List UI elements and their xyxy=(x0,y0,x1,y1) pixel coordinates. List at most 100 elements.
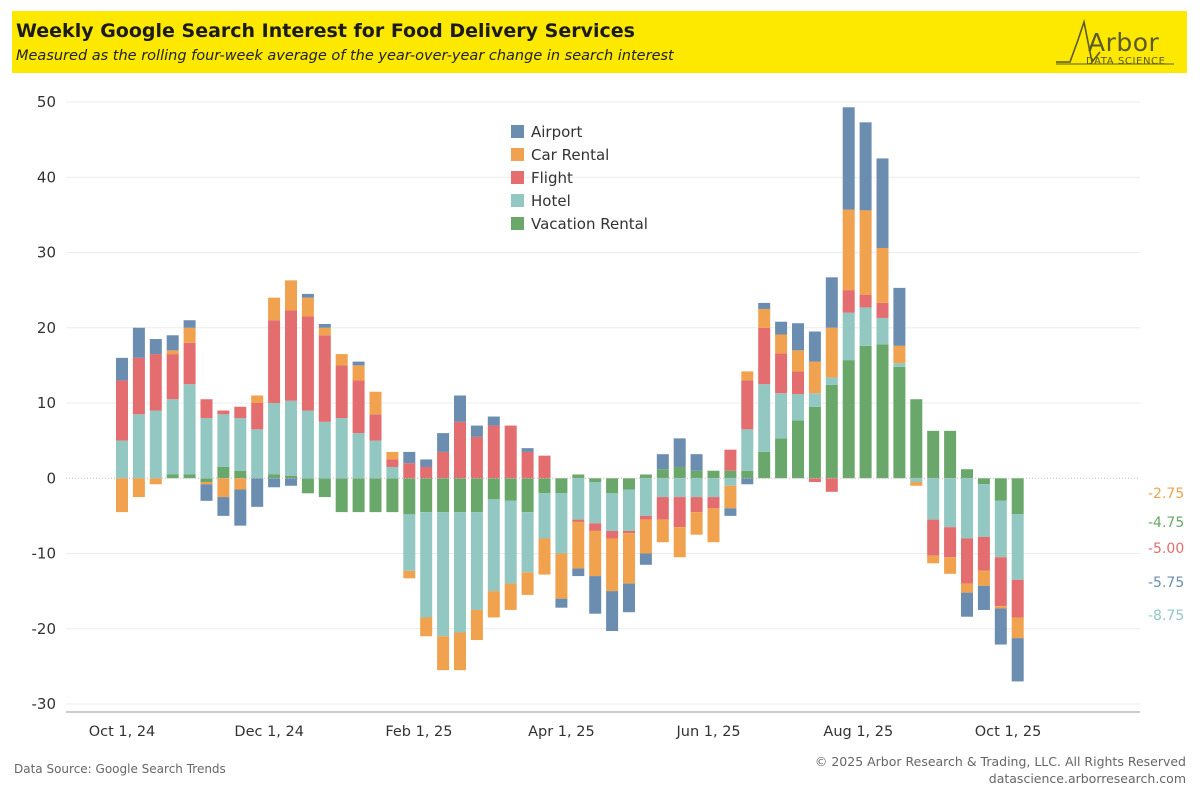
bar-segment-flight xyxy=(673,497,686,528)
bar-segment-airport xyxy=(673,438,686,467)
bar-segment-car-rental xyxy=(285,280,297,311)
bar-segment-airport xyxy=(437,433,450,452)
bar-segment-vacation-rental xyxy=(200,478,213,483)
bar-segment-car-rental xyxy=(673,527,686,558)
x-tick-label: Feb 1, 25 xyxy=(385,724,452,740)
bar-segment-car-rental xyxy=(944,557,957,574)
bar-segment-hotel xyxy=(859,307,872,346)
y-tick-label: 40 xyxy=(37,168,56,186)
bar-segment-car-rental xyxy=(910,482,923,486)
bar-segment-vacation-rental xyxy=(454,478,466,513)
bar-segment-flight xyxy=(352,380,365,434)
bar-segment-flight xyxy=(1011,579,1024,618)
bar-segment-hotel xyxy=(741,429,754,471)
bar-segment-flight xyxy=(369,414,382,441)
bar-segment-vacation-rental xyxy=(217,466,230,479)
bar-segment-airport xyxy=(132,327,145,358)
y-tick-label: -20 xyxy=(32,620,57,638)
bar-segment-car-rental xyxy=(690,512,703,535)
bar-segment-hotel xyxy=(572,478,585,520)
bar-segment-vacation-rental xyxy=(606,478,619,494)
bar-segment-car-rental xyxy=(961,583,973,593)
bar-segment-flight xyxy=(842,290,855,313)
bar-segment-airport xyxy=(656,454,669,470)
bar-segment-vacation-rental xyxy=(285,475,297,479)
bar-segment-hotel xyxy=(656,478,669,498)
bar-segment-car-rental xyxy=(589,530,602,577)
bar-segment-flight xyxy=(200,399,213,419)
bar-segment-car-rental xyxy=(132,478,145,498)
bar-segment-hotel xyxy=(775,393,788,439)
bar-segment-flight xyxy=(132,357,145,415)
bar-segment-car-rental xyxy=(1011,617,1024,639)
bar-segment-car-rental xyxy=(876,247,889,303)
bar-segment-car-rental xyxy=(927,555,940,564)
bar-segment-airport xyxy=(217,497,230,516)
bar-segment-flight xyxy=(420,466,433,479)
bar-segment-hotel xyxy=(454,512,466,633)
bar-segment-vacation-rental xyxy=(994,478,1007,501)
bar-segment-flight xyxy=(166,354,179,400)
bar-segment-hotel xyxy=(183,384,196,475)
bar-segment-hotel xyxy=(910,478,923,483)
bar-segment-airport xyxy=(420,459,433,467)
bar-segment-airport xyxy=(116,357,128,381)
bar-segment-flight xyxy=(977,536,990,571)
bar-segment-hotel xyxy=(352,433,365,479)
website-link[interactable]: datascience.arborresearch.com xyxy=(988,771,1186,786)
bar-segment-airport xyxy=(352,361,365,366)
bar-segment-car-rental xyxy=(386,451,399,460)
bar-segment-vacation-rental xyxy=(521,478,534,513)
bar-segment-car-rental xyxy=(318,327,331,336)
bar-segment-airport xyxy=(301,293,314,298)
bar-segment-car-rental xyxy=(859,210,872,295)
bar-segment-airport xyxy=(1011,638,1024,682)
bar-segment-flight xyxy=(386,459,399,467)
bar-segment-car-rental xyxy=(606,538,619,592)
bar-segment-vacation-rental xyxy=(775,438,788,479)
bar-segment-airport xyxy=(994,608,1007,645)
bar-segment-flight xyxy=(572,519,585,522)
bar-segment-vacation-rental xyxy=(977,478,990,485)
bar-segment-car-rental xyxy=(741,371,754,381)
bar-segment-airport xyxy=(724,508,737,516)
bar-segment-car-rental xyxy=(166,350,179,355)
bar-segment-flight xyxy=(538,455,551,479)
bar-segment-flight xyxy=(825,478,838,492)
x-tick-label: Oct 1, 25 xyxy=(975,724,1042,740)
legend-label-flight: Flight xyxy=(531,169,573,187)
y-tick-label: 30 xyxy=(37,244,56,262)
y-tick-label: 20 xyxy=(37,319,56,337)
bar-segment-flight xyxy=(724,449,737,471)
bar-segment-airport xyxy=(775,321,788,335)
legend-swatch-hotel xyxy=(511,194,524,207)
bar-segment-car-rental xyxy=(572,521,585,569)
bar-segment-hotel xyxy=(217,414,230,467)
bar-segment-airport xyxy=(623,583,635,613)
legend-label-airport: Airport xyxy=(531,123,582,141)
bar-segment-flight xyxy=(606,530,619,539)
bar-segment-flight xyxy=(504,425,517,479)
bar-segment-hotel xyxy=(521,512,534,573)
bar-segment-airport xyxy=(977,585,990,610)
x-tick-label: Apr 1, 25 xyxy=(528,724,595,740)
bar-segment-hotel xyxy=(555,493,568,554)
x-tick-label: Oct 1, 24 xyxy=(89,724,156,740)
bar-segment-vacation-rental xyxy=(318,478,331,498)
bar-segment-hotel xyxy=(623,489,635,531)
bar-segment-flight xyxy=(876,302,889,318)
bar-segment-vacation-rental xyxy=(690,470,703,479)
y-tick-label: 0 xyxy=(46,469,56,487)
bar-segment-airport xyxy=(893,287,906,346)
bar-segment-airport xyxy=(690,454,703,471)
bar-segment-vacation-rental xyxy=(927,430,940,479)
bar-segment-flight xyxy=(403,463,416,479)
bar-segment-hotel xyxy=(200,418,213,479)
bar-segment-hotel xyxy=(673,478,686,498)
bar-segment-flight xyxy=(707,497,720,509)
bar-segment-vacation-rental xyxy=(859,345,872,479)
bar-segment-flight xyxy=(149,354,162,411)
bar-segment-airport xyxy=(555,598,568,608)
bar-segment-car-rental xyxy=(200,482,213,485)
footer-credits: © 2025 Arbor Research & Trading, LLC. Al… xyxy=(815,753,1186,787)
